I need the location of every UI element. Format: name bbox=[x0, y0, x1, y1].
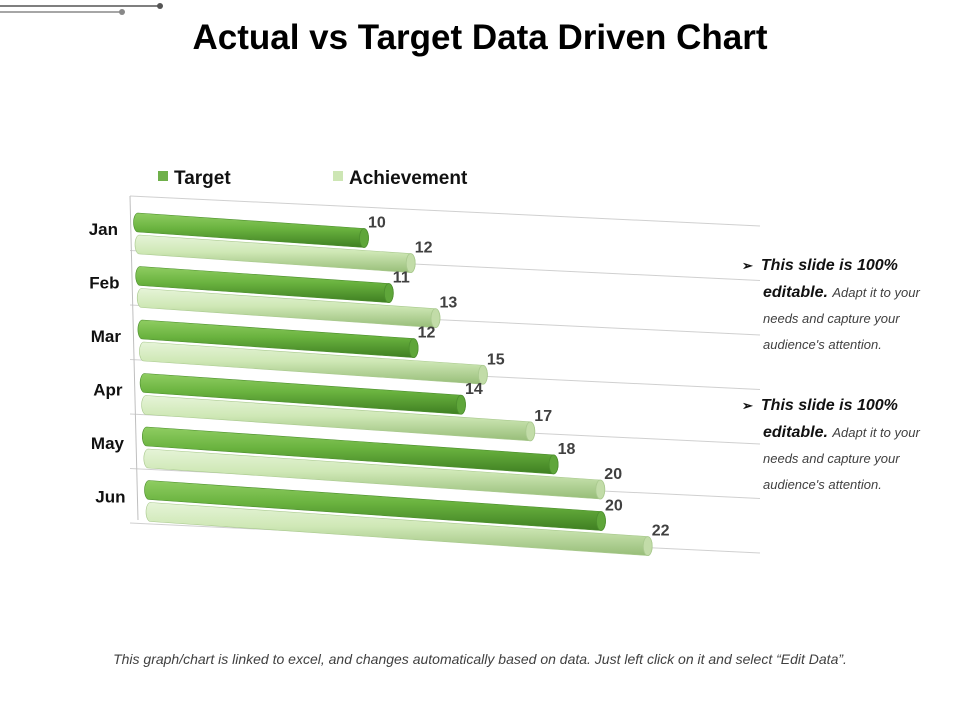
data-label: 18 bbox=[558, 441, 576, 458]
data-label: 11 bbox=[393, 270, 410, 287]
note-1-heading-2: editable. bbox=[763, 284, 828, 301]
axis-wall bbox=[129, 195, 139, 521]
data-label: 10 bbox=[368, 215, 386, 232]
legend-swatch-target bbox=[158, 171, 168, 181]
legend-swatch-achievement bbox=[333, 171, 343, 181]
data-label: 12 bbox=[415, 240, 433, 257]
data-label: 20 bbox=[604, 466, 622, 483]
data-label: 20 bbox=[605, 498, 623, 515]
note-2-heading-2: editable. bbox=[763, 424, 828, 441]
slide-title: Actual vs Target Data Driven Chart bbox=[192, 18, 768, 57]
bar-cap bbox=[525, 421, 536, 442]
bar-cap bbox=[405, 253, 416, 274]
decorative-line-icon bbox=[0, 3, 163, 15]
bar-cap bbox=[642, 536, 653, 556]
note-1-heading: This slide is 100% bbox=[760, 257, 898, 274]
footer-note: This graph/chart is linked to excel, and… bbox=[113, 651, 847, 667]
bar-cap bbox=[595, 479, 606, 500]
bar-cap bbox=[383, 283, 394, 303]
gridline bbox=[129, 195, 761, 227]
chart-labels: Jan 10 12 Feb 11 13 Mar 12 15 Apr 14 17 May 18 20 Jun 20… bbox=[89, 215, 670, 540]
note-1: ➢ This slide is 100% editable. Adapt it t… bbox=[742, 252, 952, 358]
arrowhead-bullet-icon: ➢ bbox=[742, 258, 753, 273]
data-label: 15 bbox=[487, 351, 505, 368]
legend-label-achievement: Achievement bbox=[349, 168, 468, 189]
bar-cap bbox=[596, 511, 606, 531]
bar-chart: Target Achievement Jan 10 12 Feb 11 13 Mar 12 15 A… bbox=[89, 168, 761, 556]
bar-cap bbox=[430, 308, 441, 329]
arrowhead-bullet-icon: ➢ bbox=[742, 398, 753, 413]
bar-cap bbox=[477, 364, 488, 385]
category-label: Jun bbox=[95, 488, 125, 507]
data-label: 14 bbox=[465, 381, 483, 398]
category-label: Mar bbox=[91, 327, 122, 346]
bar-cap bbox=[548, 454, 559, 475]
category-label: Jan bbox=[89, 220, 118, 239]
note-2-text: Adapt it to your needs and capture your … bbox=[763, 425, 920, 492]
bar-cap bbox=[408, 338, 419, 359]
note-1-text: Adapt it to your needs and capture your … bbox=[763, 285, 920, 352]
category-label: Feb bbox=[89, 274, 119, 293]
category-label: Apr bbox=[93, 381, 123, 400]
bar-cap bbox=[456, 394, 466, 415]
chart-legend: Target Achievement bbox=[158, 168, 468, 189]
chart-bars bbox=[133, 212, 653, 556]
note-2-heading: This slide is 100% bbox=[760, 397, 898, 414]
note-2: ➢ This slide is 100% editable. Adapt it t… bbox=[742, 392, 952, 498]
category-label: May bbox=[91, 434, 125, 453]
legend-label-target: Target bbox=[174, 168, 231, 189]
bar-cap bbox=[359, 228, 369, 248]
data-label: 13 bbox=[440, 295, 458, 312]
data-label: 12 bbox=[418, 325, 436, 342]
data-label: 22 bbox=[652, 523, 670, 540]
data-label: 17 bbox=[534, 408, 552, 425]
